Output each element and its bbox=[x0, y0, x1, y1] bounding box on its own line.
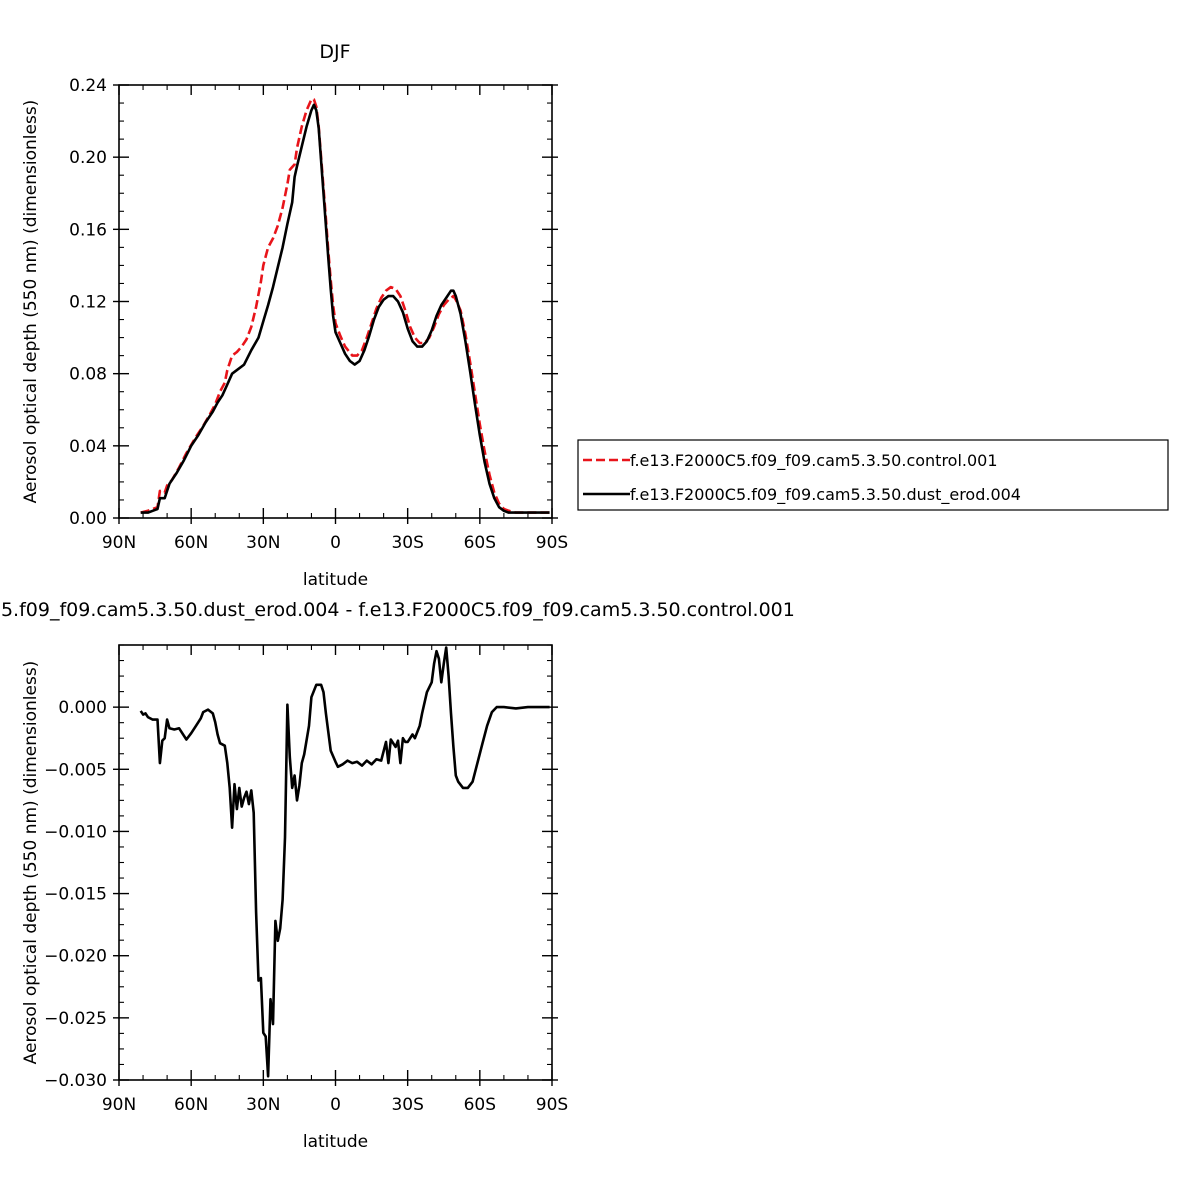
panel-title: DJF bbox=[319, 41, 350, 63]
y-tick-label: −0.005 bbox=[44, 760, 107, 780]
chart-panel-2: 90N 60N 30N 0 30S 60S 90S 0.000 −0.005 −0.010 −0.0… bbox=[0, 599, 795, 1152]
x-tick-label: 90N bbox=[102, 1095, 136, 1115]
y-tick-label: 0.12 bbox=[69, 293, 107, 313]
x-tick-label: 60N bbox=[174, 533, 208, 553]
x-tick-label: 0 bbox=[330, 1095, 341, 1115]
x-tick-label: 90S bbox=[536, 533, 568, 553]
series-line-1 bbox=[139, 646, 550, 1078]
y-tick-label: −0.010 bbox=[44, 822, 107, 842]
legend: f.e13.F2000C5.f09_f09.cam5.3.50.control.… bbox=[577, 439, 1169, 511]
y-tick-label: −0.015 bbox=[44, 885, 107, 905]
y-tick-label: 0.08 bbox=[69, 365, 107, 385]
x-tick-label: 90S bbox=[536, 1095, 568, 1115]
y-tick-label: −0.020 bbox=[44, 947, 107, 967]
y-tick-label: 0.24 bbox=[69, 76, 107, 96]
x-tick-label: 60N bbox=[174, 1095, 208, 1115]
x-tick-label: 0 bbox=[330, 533, 341, 553]
y-tick-label: −0.025 bbox=[44, 1009, 107, 1029]
x-tick-label: 30N bbox=[246, 533, 280, 553]
y-tick-label: 0.00 bbox=[69, 509, 107, 529]
y-tick-label: 0.16 bbox=[69, 220, 107, 240]
y-tick-label: 0.20 bbox=[69, 148, 107, 168]
x-tick-label: 60S bbox=[464, 1095, 496, 1115]
x-tick-label: 30S bbox=[391, 1095, 423, 1115]
series-line-1 bbox=[140, 98, 550, 514]
y-axis-title: Aerosol optical depth (550 nm) (dimensio… bbox=[21, 100, 41, 504]
x-axis-title: latitude bbox=[303, 570, 368, 590]
legend-entry-2: f.e13.F2000C5.f09_f09.cam5.3.50.dust_ero… bbox=[630, 485, 1021, 505]
chart-panel-1: 90N 60N 30N 0 30S 60S 90S 0.00 0.04 0.08 0.12 0.16 0… bbox=[21, 41, 568, 590]
chart-root: 90N 60N 30N 0 30S 60S 90S 0.00 0.04 0.08 0.12 0.16 0… bbox=[0, 41, 1169, 1152]
legend-entry-1: f.e13.F2000C5.f09_f09.cam5.3.50.control.… bbox=[630, 451, 998, 471]
plot-frame bbox=[118, 84, 553, 519]
x-tick-label: 60S bbox=[464, 533, 496, 553]
x-tick-label: 30S bbox=[391, 533, 423, 553]
x-tick-label: 30N bbox=[246, 1095, 280, 1115]
y-tick-label: 0.04 bbox=[69, 437, 107, 457]
x-axis-title: latitude bbox=[303, 1132, 368, 1152]
y-axis-title: Aerosol optical depth (550 nm) (dimensio… bbox=[21, 661, 41, 1065]
series-line-2 bbox=[140, 103, 550, 514]
panel-title: f.e13.F2000C5.f09_f09.cam5.3.50.dust_ero… bbox=[0, 599, 795, 621]
y-tick-label: −0.030 bbox=[44, 1071, 107, 1091]
legend-box bbox=[577, 439, 1169, 511]
x-tick-label: 90N bbox=[102, 533, 136, 553]
plot-frame bbox=[118, 644, 553, 1081]
y-tick-label: 0.000 bbox=[58, 698, 107, 718]
